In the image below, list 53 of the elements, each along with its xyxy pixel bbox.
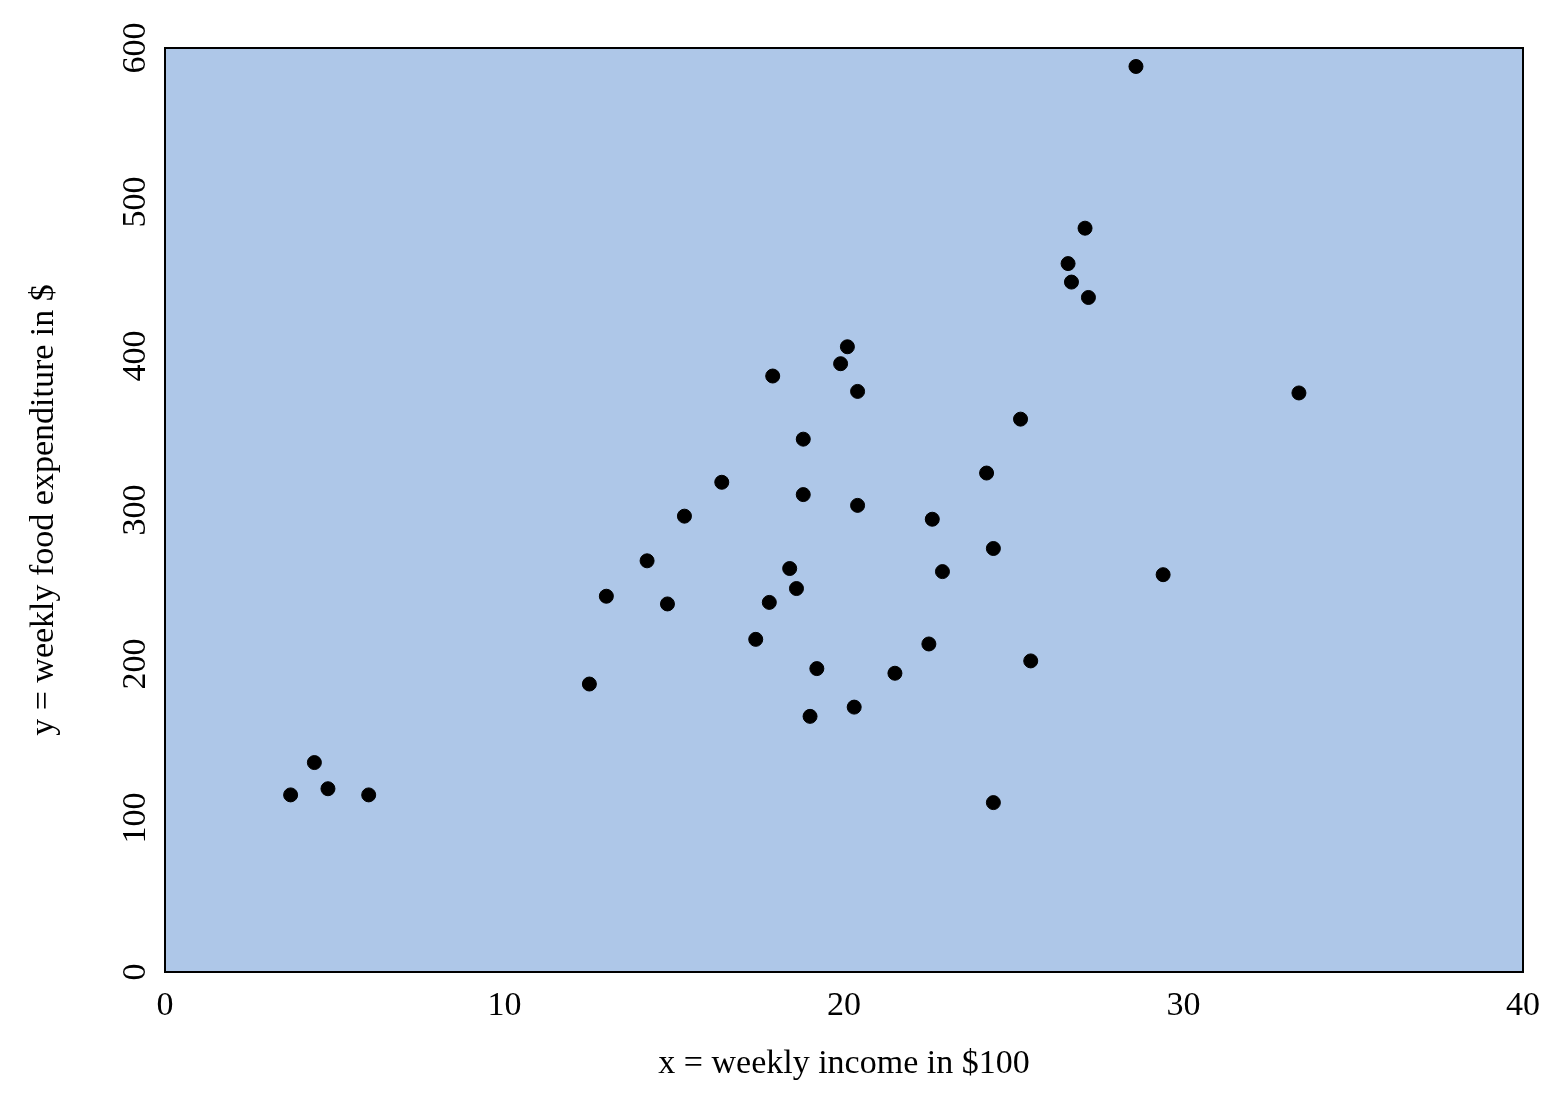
y-axis-title: y = weekly food expenditure in $ — [23, 284, 61, 736]
point — [921, 636, 937, 652]
point — [581, 676, 597, 692]
point — [782, 561, 798, 577]
point — [1291, 385, 1307, 401]
point — [850, 383, 866, 399]
y-tick-label: 400 — [114, 330, 152, 382]
point — [714, 474, 730, 490]
point — [306, 755, 322, 771]
point — [1013, 411, 1029, 427]
point — [850, 497, 866, 513]
point — [1060, 256, 1076, 272]
y-tick-label: 200 — [114, 638, 152, 690]
point — [924, 511, 940, 527]
point — [934, 564, 950, 580]
point — [985, 541, 1001, 556]
point — [802, 708, 818, 724]
point — [639, 553, 655, 569]
point — [320, 781, 336, 797]
y-tick-label: 600 — [114, 22, 152, 74]
x-tick-label: 30 — [1166, 985, 1201, 1023]
x-axis-title: x = weekly income in $100 — [658, 1042, 1030, 1080]
point — [1063, 274, 1079, 290]
y-tick-label: 300 — [114, 484, 152, 536]
point — [1128, 58, 1144, 74]
point — [1077, 220, 1093, 236]
point — [985, 795, 1001, 811]
point — [659, 596, 675, 612]
point — [846, 699, 862, 715]
point — [761, 594, 777, 610]
point — [1155, 567, 1171, 583]
point — [1023, 653, 1039, 669]
point — [283, 787, 299, 803]
point — [598, 588, 614, 604]
y-tick-label: 100 — [114, 792, 152, 844]
y-tick-label: 500 — [114, 176, 152, 228]
x-tick-label: 40 — [1506, 985, 1540, 1023]
x-tick-label: 10 — [487, 985, 522, 1023]
point — [887, 665, 903, 681]
point — [1080, 289, 1096, 305]
y-tick-label: 0 — [114, 963, 152, 981]
point — [765, 368, 781, 384]
point — [795, 487, 811, 503]
point — [809, 661, 825, 677]
point — [676, 508, 692, 524]
point — [979, 465, 995, 481]
point — [788, 581, 804, 597]
point — [839, 339, 855, 355]
point — [833, 356, 849, 372]
point — [795, 431, 811, 447]
point — [361, 787, 377, 803]
x-tick-label: 20 — [827, 985, 861, 1023]
point — [748, 631, 764, 647]
